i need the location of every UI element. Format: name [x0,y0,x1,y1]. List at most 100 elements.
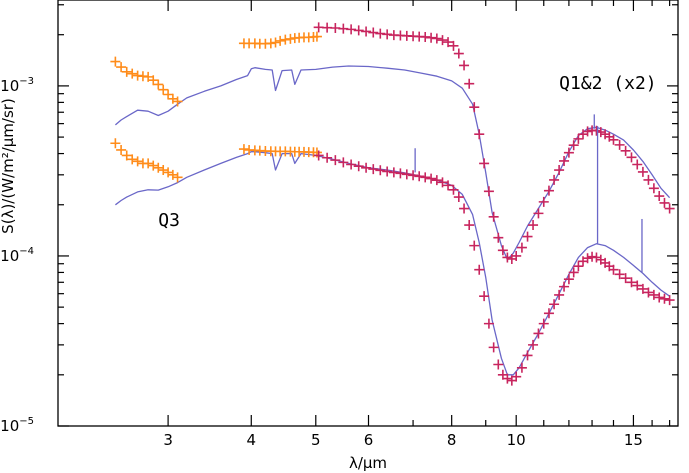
data-point-marker [172,172,183,183]
data-point-marker [479,291,490,302]
data-point-marker [511,371,522,382]
data-point-marker [265,38,276,49]
data-point-marker [431,175,442,186]
data-point-marker [497,245,508,256]
data-point-marker [654,292,665,303]
data-point-marker [637,166,648,177]
data-point-marker [511,250,522,261]
data-point-marker [346,24,357,35]
series-line-3 [115,151,670,376]
data-point-marker [620,145,631,156]
data-point-marker [238,144,249,155]
data-point-marker [275,35,286,46]
data-point-marker [311,31,322,42]
data-point-marker [431,33,442,44]
data-point-marker [664,295,675,306]
data-point-marker [538,196,549,207]
data-point-marker [153,162,164,173]
data-point-marker [516,362,527,373]
data-point-marker [172,96,183,107]
annotation-q3: Q3 [158,210,180,231]
data-point-marker [533,208,544,219]
data-point-marker [353,161,364,172]
data-point-marker [448,184,459,195]
series-markers-4 [110,138,322,183]
data-point-marker [608,134,619,145]
chart-labels: λ/μm S(λ)/(W/m²/μm/sr) Q1&2 (x2) Q3 [0,73,657,472]
data-point-marker [554,165,565,176]
data-point-marker [654,191,665,202]
data-point-marker [426,173,437,184]
data-point-marker [330,155,341,166]
data-point-marker [522,350,533,361]
data-point-marker [632,159,643,170]
data-point-marker [148,75,159,86]
data-point-marker [516,242,527,253]
data-point-marker [528,220,539,231]
data-point-marker [408,170,419,181]
data-point-marker [143,71,154,82]
data-point-marker [632,280,643,291]
data-point-marker [368,27,379,38]
y-tick-label: 10−4 [0,246,34,265]
data-point-marker [563,147,574,158]
chart-axes [57,0,679,427]
y-tick-label: 10−5 [0,416,34,435]
data-point-marker [158,84,169,95]
data-point-marker [543,308,554,319]
data-point-marker [121,150,132,161]
data-point-marker [643,174,654,185]
x-tick-label: 15 [624,431,643,449]
data-point-marker [443,180,454,191]
data-point-marker [443,37,454,48]
data-point-marker [626,277,637,288]
data-point-marker [568,140,579,151]
data-point-marker [375,165,386,176]
x-tick-label: 4 [246,431,256,449]
data-point-marker [116,62,127,73]
data-point-marker [322,152,333,163]
data-point-marker [361,162,372,173]
data-point-marker [148,160,159,171]
data-point-marker [620,273,631,284]
data-point-marker [608,264,619,275]
plot-frame [57,0,679,427]
data-point-marker [437,35,448,46]
data-point-marker [483,318,494,329]
data-point-marker [549,174,560,185]
data-point-marker [116,144,127,155]
data-point-marker [474,264,485,275]
y-tick-label: 10−3 [0,76,34,95]
data-point-marker [353,25,364,36]
data-point-marker [270,37,281,48]
series-markers-5 [313,150,675,386]
data-point-marker [127,68,138,79]
data-point-marker [453,48,464,59]
data-point-marker [493,232,504,243]
data-point-marker [528,339,539,350]
data-point-marker [614,139,625,150]
data-point-marker [493,359,504,370]
data-point-marker [132,156,143,167]
annotation-q12: Q1&2 (x2) [559,73,657,94]
data-point-marker [549,299,560,310]
data-point-marker [582,253,593,264]
data-point-marker [474,129,485,140]
data-point-marker [382,166,393,177]
data-point-marker [659,197,670,208]
data-point-marker [643,287,654,298]
data-point-marker [395,168,406,179]
data-point-marker [483,186,494,197]
data-point-marker [469,240,480,251]
x-tick-label: 8 [447,431,457,449]
data-point-marker [614,269,625,280]
data-point-marker [401,169,412,180]
data-point-marker [158,165,169,176]
data-point-marker [127,154,138,165]
data-point-marker [659,293,670,304]
x-tick-label: 3 [163,431,173,449]
data-point-marker [554,289,565,300]
chart-series-group [110,22,675,386]
data-point-marker [626,152,637,163]
